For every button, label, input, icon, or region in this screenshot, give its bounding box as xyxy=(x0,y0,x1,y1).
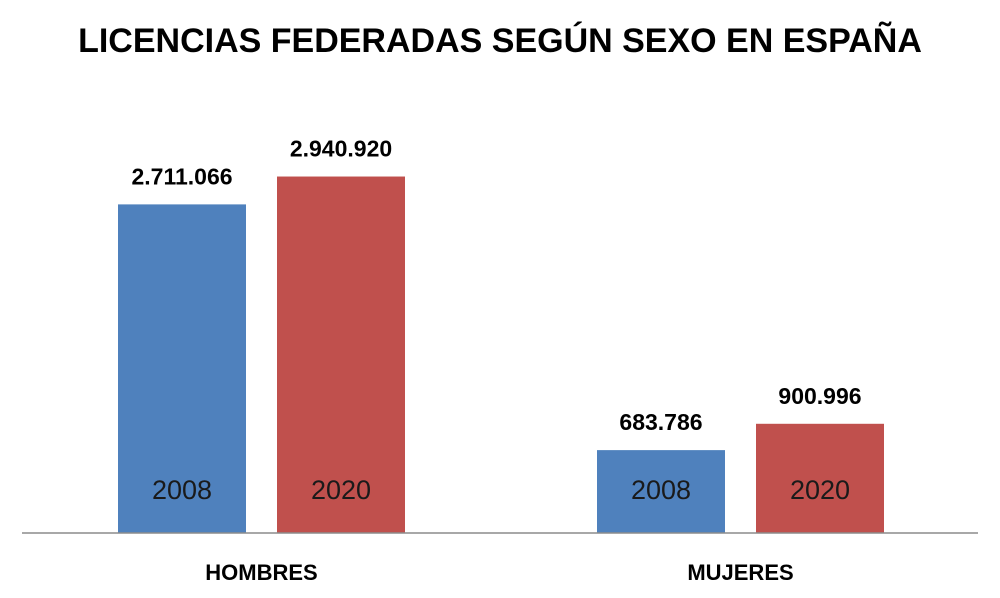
bar-mujeres-2020 xyxy=(756,423,884,533)
chart-title: LICENCIAS FEDERADAS SEGÚN SEXO EN ESPAÑA xyxy=(78,22,922,60)
series-label-hombres-2008: 2008 xyxy=(152,475,212,505)
series-label-mujeres-2008: 2008 xyxy=(631,475,691,505)
category-label-hombres: HOMBRES xyxy=(205,560,317,585)
data-label-mujeres-2020: 900.996 xyxy=(778,383,861,409)
bar-hombres-2020 xyxy=(277,176,405,533)
bars-layer: 2.711.066 2008 2.940.920 2020 683.786 2008 900… xyxy=(118,136,884,534)
category-labels: HOMBRES MUJERES xyxy=(205,560,793,585)
data-label-hombres-2020: 2.940.920 xyxy=(290,136,392,162)
series-label-hombres-2020: 2020 xyxy=(311,475,371,505)
series-label-mujeres-2020: 2020 xyxy=(790,475,850,505)
bar-hombres-2008 xyxy=(118,204,246,534)
data-label-mujeres-2008: 683.786 xyxy=(619,409,702,435)
category-label-mujeres: MUJERES xyxy=(687,560,793,585)
bar-mujeres-2008 xyxy=(597,450,725,533)
data-label-hombres-2008: 2.711.066 xyxy=(131,163,232,189)
